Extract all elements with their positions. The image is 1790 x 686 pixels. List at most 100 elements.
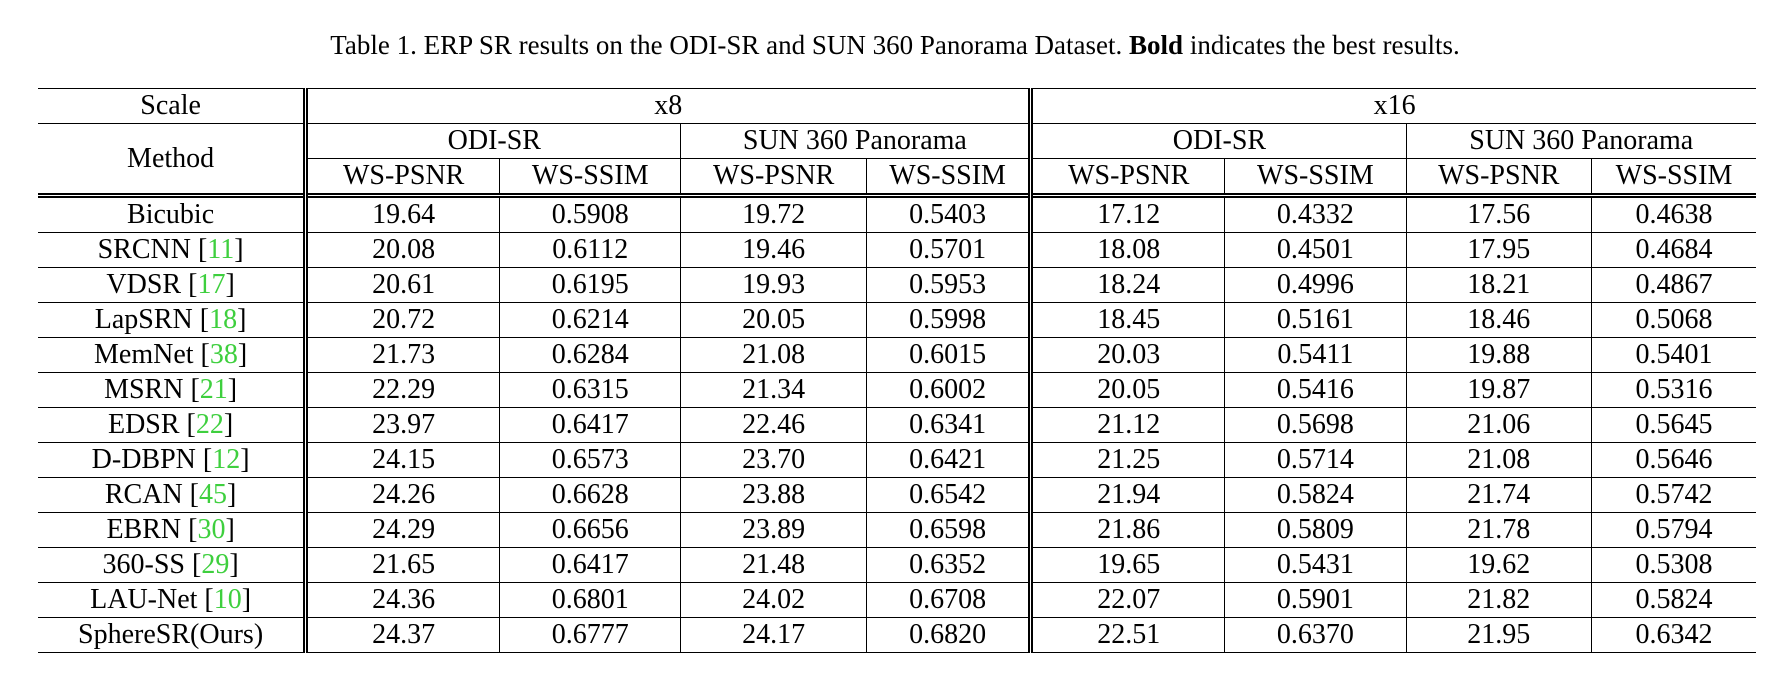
citation-link[interactable]: 10: [213, 584, 242, 615]
value-cell: 21.74: [1405, 477, 1593, 513]
value-cell: 0.4501: [1224, 232, 1407, 268]
value-cell: 23.88: [680, 477, 867, 513]
value-cell: 0.6777: [499, 617, 682, 653]
citation-link[interactable]: 21: [199, 374, 228, 405]
value-cell: 0.5701: [865, 232, 1034, 268]
value-cell: 0.5901: [1224, 582, 1407, 618]
value-cell: 21.86: [1030, 512, 1226, 548]
value-cell: 0.6284: [499, 337, 682, 373]
value-cell: 21.34: [680, 372, 867, 408]
method-cell: VDSR [17]: [38, 267, 309, 303]
method-cell: D-DBPN [12]: [38, 442, 309, 478]
citation-bracket: ]: [225, 514, 235, 545]
citation-link[interactable]: 18: [209, 304, 238, 335]
value-cell: 0.6708: [865, 582, 1034, 618]
value-cell: 0.6002: [865, 372, 1034, 408]
value-cell: 17.95: [1405, 232, 1593, 268]
citation-link[interactable]: 29: [201, 549, 230, 580]
value-cell: 21.94: [1030, 477, 1226, 513]
value-cell: 0.6370: [1224, 617, 1407, 653]
value-cell: 21.08: [680, 337, 867, 373]
value-cell: 0.5998: [865, 302, 1034, 338]
dataset-header: SUN 360 Panorama: [1405, 123, 1756, 159]
method-name: Bicubic: [127, 199, 215, 230]
method-cell: MemNet [38]: [38, 337, 309, 373]
table-body: Bicubic 19.64 0.5908 19.72 0.5403 17.12 0.4332…: [38, 193, 1756, 653]
value-cell: 0.6801: [499, 582, 682, 618]
method-name: EBRN [: [106, 514, 198, 545]
value-cell: 21.65: [305, 547, 501, 583]
method-cell: 360-SS [29]: [38, 547, 309, 583]
dataset-header: SUN 360 Panorama: [680, 123, 1034, 159]
method-name: MemNet [: [94, 339, 210, 370]
value-cell: 20.05: [1030, 372, 1226, 408]
method-name: 360-SS [: [102, 549, 202, 580]
value-cell: 0.5403: [865, 193, 1034, 233]
value-cell: 21.48: [680, 547, 867, 583]
citation-link[interactable]: 38: [209, 339, 238, 370]
table-row: D-DBPN [12] 24.15 0.6573 23.70 0.6421 21.25 0.…: [38, 442, 1756, 478]
value-cell: 0.4684: [1591, 232, 1756, 268]
value-cell: 0.5411: [1224, 337, 1407, 373]
citation-bracket: ]: [234, 234, 244, 265]
value-cell: 0.5416: [1224, 372, 1407, 408]
value-cell: 17.12: [1030, 193, 1226, 233]
scale-x16-header: x16: [1030, 88, 1756, 124]
value-cell: 23.97: [305, 407, 501, 443]
citation-link[interactable]: 17: [197, 269, 226, 300]
table-row: EBRN [30] 24.29 0.6656 23.89 0.6598 21.86 0.58…: [38, 512, 1756, 548]
value-cell: 22.51: [1030, 617, 1226, 653]
value-cell: 0.6214: [499, 302, 682, 338]
metric-header: WS-PSNR: [305, 158, 501, 196]
value-cell: 24.29: [305, 512, 501, 548]
value-cell: 20.03: [1030, 337, 1226, 373]
table-row: SRCNN [11] 20.08 0.6112 19.46 0.5701 18.08 0.4…: [38, 232, 1756, 268]
value-cell: 18.46: [1405, 302, 1593, 338]
value-cell: 0.5646: [1591, 442, 1756, 478]
value-cell: 0.6573: [499, 442, 682, 478]
value-cell: 20.72: [305, 302, 501, 338]
value-cell: 0.6542: [865, 477, 1034, 513]
value-cell: 0.5645: [1591, 407, 1756, 443]
value-cell: 19.88: [1405, 337, 1593, 373]
method-name: D-DBPN [: [91, 444, 213, 475]
citation-link[interactable]: 45: [199, 479, 227, 510]
value-cell: 0.6015: [865, 337, 1034, 373]
value-cell: 20.61: [305, 267, 501, 303]
value-cell: 24.17: [680, 617, 867, 653]
value-cell: 0.6628: [499, 477, 682, 513]
table-row: Bicubic 19.64 0.5908 19.72 0.5403 17.12 0.4332…: [38, 193, 1756, 233]
metric-header: WS-SSIM: [865, 158, 1034, 196]
value-cell: 18.08: [1030, 232, 1226, 268]
value-cell: 23.89: [680, 512, 867, 548]
value-cell: 0.5714: [1224, 442, 1407, 478]
value-cell: 21.06: [1405, 407, 1593, 443]
table-row: 360-SS [29] 21.65 0.6417 21.48 0.6352 19.65 0.…: [38, 547, 1756, 583]
value-cell: 0.5794: [1591, 512, 1756, 548]
value-cell: 0.6195: [499, 267, 682, 303]
citation-link[interactable]: 12: [212, 444, 241, 475]
method-cell: SphereSR(Ours): [38, 617, 309, 653]
table-row: RCAN [45] 24.26 0.6628 23.88 0.6542 21.94 0.58…: [38, 477, 1756, 513]
citation-link[interactable]: 30: [197, 514, 226, 545]
table-row: SphereSR(Ours) 24.37 0.6777 24.17 0.6820 22.5…: [38, 617, 1756, 653]
table-row: VDSR [17] 20.61 0.6195 19.93 0.5953 18.24 0.49…: [38, 267, 1756, 303]
citation-bracket: ]: [241, 584, 252, 615]
value-cell: 0.6421: [865, 442, 1034, 478]
value-cell: 21.95: [1405, 617, 1593, 653]
method-cell: EBRN [30]: [38, 512, 309, 548]
value-cell: 18.21: [1405, 267, 1593, 303]
method-cell: MSRN [21]: [38, 372, 309, 408]
value-cell: 0.6341: [865, 407, 1034, 443]
table-row: MSRN [21] 22.29 0.6315 21.34 0.6002 20.05 0.54…: [38, 372, 1756, 408]
value-cell: 21.78: [1405, 512, 1593, 548]
value-cell: 0.6656: [499, 512, 682, 548]
citation-link[interactable]: 11: [207, 234, 235, 265]
metric-header: WS-PSNR: [680, 158, 867, 196]
value-cell: 21.12: [1030, 407, 1226, 443]
value-cell: 0.5068: [1591, 302, 1756, 338]
value-cell: 0.4996: [1224, 267, 1407, 303]
method-cell: RCAN [45]: [38, 477, 309, 513]
value-cell: 0.5809: [1224, 512, 1407, 548]
citation-link[interactable]: 22: [195, 409, 224, 440]
